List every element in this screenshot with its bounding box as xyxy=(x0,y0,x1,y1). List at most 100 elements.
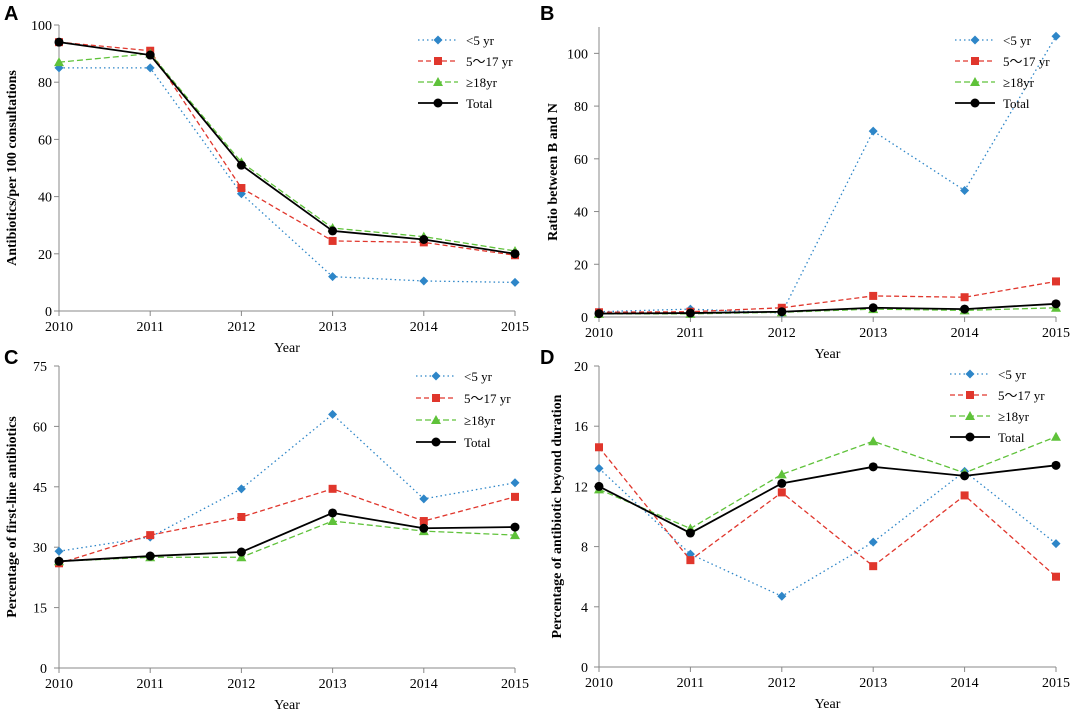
legend-label-under5: <5 yr xyxy=(1003,33,1032,48)
legend-label-total: Total xyxy=(1003,96,1030,111)
series-line-total xyxy=(58,41,516,255)
y-tick-label: 4 xyxy=(581,601,588,616)
legend-label-age5-17: 5～17 yr xyxy=(464,391,511,406)
y-tick-label: 80 xyxy=(38,76,52,91)
data-point-total xyxy=(54,556,64,566)
data-point-total xyxy=(685,308,695,318)
y-tick-label: 0 xyxy=(45,305,52,320)
legend-marker-under5 xyxy=(965,369,975,379)
data-point-age5-17 xyxy=(960,293,969,302)
x-tick-label: 2014 xyxy=(951,676,979,691)
x-tick-label: 2015 xyxy=(1042,326,1070,341)
y-tick-label: 60 xyxy=(574,153,588,168)
data-point-total xyxy=(419,523,429,533)
x-tick-label: 2010 xyxy=(585,326,613,341)
legend-label-under5: <5 yr xyxy=(464,369,493,384)
legend: <5 yr 5～17 yr ≥18yr Total xyxy=(418,33,513,111)
y-tick-label: 60 xyxy=(33,420,47,435)
legend-label-total: Total xyxy=(464,435,491,450)
data-point-total xyxy=(594,309,604,319)
legend: <5 yr 5～17 yr ≥18yr Total xyxy=(950,367,1045,445)
x-tick-label: 2011 xyxy=(677,676,704,691)
y-axis-title: Percentage of antibiotic beyond duration xyxy=(550,394,565,638)
x-tick-label: 2014 xyxy=(410,677,438,692)
data-point-under5 xyxy=(777,591,787,601)
y-axis-title: Antibiotics/per 100 consultations xyxy=(5,70,20,266)
data-point-under5 xyxy=(510,478,520,488)
data-point-age5-17 xyxy=(869,291,878,300)
legend-label-adult: ≥18yr xyxy=(1003,75,1035,90)
series-line-total xyxy=(58,512,516,563)
legend-marker-total xyxy=(431,437,441,447)
y-tick-label: 0 xyxy=(581,311,588,326)
data-point-adult xyxy=(868,436,879,446)
y-tick-label: 45 xyxy=(33,481,47,496)
legend-label-adult: ≥18yr xyxy=(998,409,1030,424)
x-tick-label: 2014 xyxy=(410,320,438,335)
y-tick-label: 40 xyxy=(38,191,52,206)
data-point-adult xyxy=(236,552,247,562)
data-point-total xyxy=(868,462,878,472)
y-tick-label: 0 xyxy=(581,661,588,676)
legend: <5 yr 5～17 yr ≥18yr Total xyxy=(416,369,511,450)
x-axis-title: Year xyxy=(274,698,300,713)
data-point-total xyxy=(54,37,64,47)
data-point-total xyxy=(960,304,970,314)
data-point-under5 xyxy=(54,546,64,556)
legend-marker-total xyxy=(965,432,975,442)
legend-label-age5-17: 5～17 yr xyxy=(1003,54,1050,69)
x-axis-title: Year xyxy=(274,341,300,356)
x-tick-label: 2015 xyxy=(501,677,529,692)
series-under5 xyxy=(54,409,520,556)
legend-label-age5-17: 5～17 yr xyxy=(998,388,1045,403)
legend-marker-adult xyxy=(965,411,975,420)
legend-marker-under5 xyxy=(970,35,980,45)
data-point-total xyxy=(236,547,246,557)
data-point-total xyxy=(328,508,338,518)
series-line-adult xyxy=(58,52,516,252)
data-point-under5 xyxy=(594,463,604,473)
x-axis-title: Year xyxy=(815,697,841,712)
data-point-age5-17 xyxy=(328,484,337,493)
legend-marker-under5 xyxy=(433,35,443,45)
x-tick-label: 2012 xyxy=(227,320,255,335)
x-tick-label: 2013 xyxy=(859,326,887,341)
data-point-total xyxy=(777,478,787,488)
data-point-total xyxy=(685,528,695,538)
series-total xyxy=(54,508,520,566)
data-point-total xyxy=(236,160,246,170)
series-line-age5-17 xyxy=(58,41,516,256)
data-point-age5-17 xyxy=(328,236,337,245)
x-tick-label: 2013 xyxy=(319,320,347,335)
legend-label-under5: <5 yr xyxy=(466,33,495,48)
data-point-adult xyxy=(327,516,338,526)
data-point-age5-17 xyxy=(869,562,878,571)
series-line-total xyxy=(598,464,1057,535)
data-point-age5-17 xyxy=(237,513,246,521)
data-point-under5 xyxy=(960,185,970,195)
data-point-under5 xyxy=(868,126,878,136)
data-point-age5-17 xyxy=(777,488,786,497)
data-point-under5 xyxy=(1051,539,1061,549)
panel-letter-d: D xyxy=(540,347,554,369)
legend-marker-adult xyxy=(970,77,980,86)
panel-letter-c: C xyxy=(4,347,18,369)
y-tick-label: 0 xyxy=(40,662,47,677)
series-line-age5-17 xyxy=(58,488,516,564)
series-line-under5 xyxy=(598,467,1057,597)
legend-label-under5: <5 yr xyxy=(998,367,1027,382)
x-tick-label: 2015 xyxy=(1042,676,1070,691)
legend-marker-total xyxy=(970,98,980,108)
y-tick-label: 12 xyxy=(574,480,588,495)
y-tick-label: 75 xyxy=(33,360,47,375)
legend-label-total: Total xyxy=(466,96,493,111)
series-adult xyxy=(54,48,520,255)
x-tick-label: 2010 xyxy=(45,677,73,692)
data-point-total xyxy=(960,471,970,481)
panel-b: B 0 20 40 60 80 100 2010 2011 2012 2013 2014 2015 Yea… xyxy=(540,3,1070,362)
data-point-age5-17 xyxy=(237,184,246,193)
series-line-under5 xyxy=(59,67,516,284)
data-point-under5 xyxy=(868,537,878,547)
data-point-total xyxy=(594,481,604,491)
legend-label-total: Total xyxy=(998,430,1025,445)
